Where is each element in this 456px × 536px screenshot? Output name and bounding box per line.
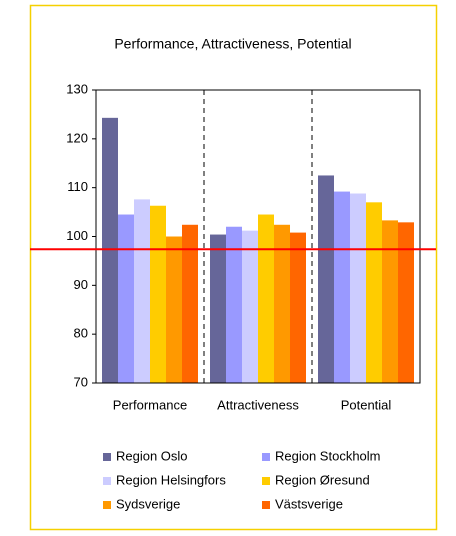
bar: [166, 236, 182, 383]
bar: [274, 224, 290, 383]
bar: [366, 202, 382, 383]
plot-frame: [95, 89, 421, 384]
legend-swatch: [103, 453, 111, 461]
legend-label: Västsverige: [275, 496, 343, 511]
legend-label: Region Øresund: [275, 472, 370, 487]
bar: [150, 205, 166, 383]
chart-title: Performance, Attractiveness, Potential: [114, 36, 351, 52]
x-tick-label: Attractiveness: [217, 397, 299, 412]
bar: [290, 232, 306, 383]
bar: [102, 117, 118, 384]
bar: [210, 234, 226, 383]
x-tick-label: Performance: [113, 397, 187, 412]
legend-label: Sydsverige: [116, 496, 180, 511]
legend-label: Region Helsingfors: [116, 472, 226, 487]
bar: [134, 199, 150, 383]
bar: [334, 191, 350, 383]
legend-label: Region Stockholm: [275, 448, 381, 463]
y-tick-label: 70: [74, 374, 88, 389]
y-tick-label: 130: [66, 81, 88, 96]
bar: [242, 230, 258, 383]
legend-swatch: [262, 477, 270, 485]
legend-label: Region Oslo: [116, 448, 188, 463]
bar: [350, 193, 366, 383]
bar: [226, 226, 242, 383]
y-tick-label: 120: [66, 130, 88, 145]
bar: [398, 222, 414, 383]
bar: [118, 214, 134, 383]
bar: [258, 214, 274, 383]
y-tick-label: 90: [74, 277, 88, 292]
y-tick-label: 100: [66, 228, 88, 243]
legend-swatch: [103, 477, 111, 485]
legend-swatch: [262, 453, 270, 461]
bar: [382, 220, 398, 383]
x-tick-label: Potential: [341, 397, 392, 412]
legend-swatch: [103, 501, 111, 509]
bar: [182, 224, 198, 383]
y-tick-label: 110: [67, 179, 88, 194]
bar: [318, 175, 334, 383]
legend-swatch: [262, 501, 270, 509]
y-tick-label: 80: [74, 326, 88, 341]
